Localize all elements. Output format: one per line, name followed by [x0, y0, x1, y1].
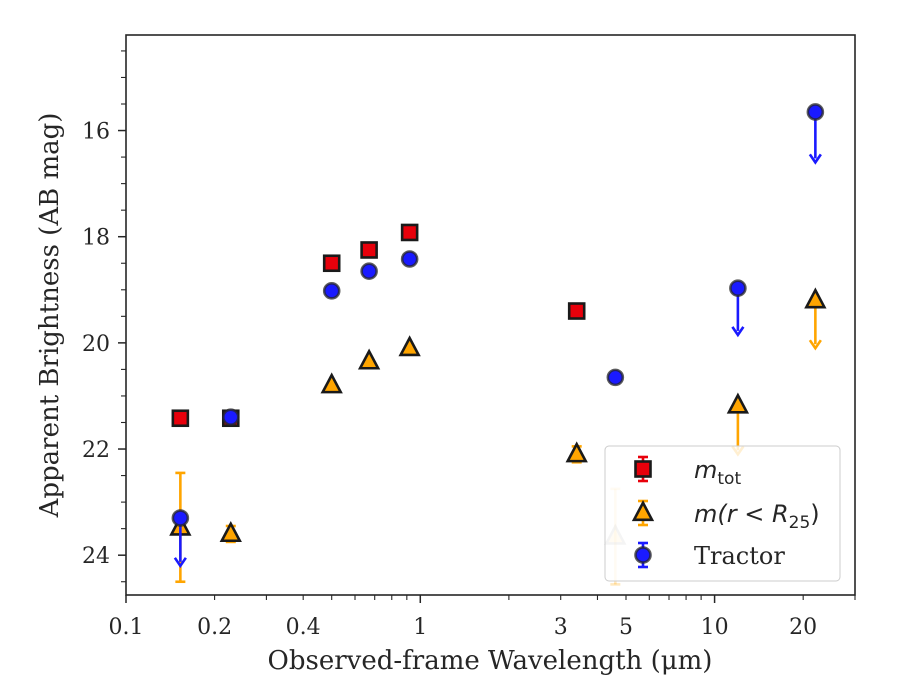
data-point — [729, 279, 747, 297]
series-0 — [171, 223, 586, 428]
plot-frame — [125, 34, 856, 596]
y-tick-label: 18 — [82, 226, 110, 251]
data-point — [360, 262, 378, 281]
legend-box — [604, 445, 841, 582]
data-point — [221, 408, 240, 426]
data-point — [360, 241, 378, 259]
x-tick-label: 0.1 — [109, 615, 144, 640]
x-axis-label: Observed-frame Wavelength (μm) — [268, 646, 713, 676]
y-axis: 16 18 20 22 24 — [82, 50, 126, 583]
data-point — [398, 335, 421, 357]
legend-label: Tractor — [694, 542, 785, 570]
legend-label: mtot — [694, 456, 741, 489]
data-point — [357, 348, 381, 370]
y-tick-label: 24 — [82, 544, 110, 569]
data-point — [219, 520, 242, 543]
data-point — [726, 392, 750, 414]
data-point — [565, 441, 588, 463]
legend-marker — [634, 546, 652, 564]
upper-limit-arrowhead — [173, 557, 187, 569]
data-point — [400, 250, 419, 268]
data-point — [171, 409, 190, 428]
y-tick-label: 22 — [82, 438, 110, 463]
upper-limit-arrowhead — [808, 339, 822, 351]
series-1 — [169, 287, 827, 586]
legend-marker — [631, 500, 655, 522]
data-point — [320, 372, 343, 394]
y-axis-label: Apparent Brightness (AB mag) — [35, 113, 65, 519]
upper-limit-arrowhead — [731, 326, 745, 338]
data-point — [804, 287, 827, 309]
data-point — [322, 254, 341, 273]
y-tick-label: 20 — [82, 332, 110, 357]
x-tick-label: 5 — [619, 615, 633, 640]
legend-marker — [634, 460, 652, 478]
plot-area — [169, 103, 827, 586]
legend: mtot m(r < R25) Tractor — [604, 445, 841, 582]
data-point — [400, 223, 419, 242]
legend-label: m(r < R25) — [694, 500, 820, 533]
x-axis: 0.1 0.2 0.4 1 3 5 10 20 — [109, 595, 856, 640]
upper-limit-arrowhead — [808, 153, 822, 165]
data-point — [322, 282, 341, 300]
y-tick-label: 16 — [82, 120, 110, 145]
x-tick-label: 1 — [413, 615, 427, 640]
x-tick-label: 3 — [554, 615, 568, 640]
x-tick-label: 0.2 — [197, 615, 232, 640]
series-2 — [171, 103, 825, 569]
x-tick-label: 0.4 — [286, 615, 321, 640]
data-point — [806, 103, 825, 121]
x-tick-label: 20 — [789, 615, 817, 640]
data-point — [171, 509, 190, 527]
data-point — [567, 302, 586, 320]
x-tick-label: 10 — [701, 615, 729, 640]
data-point — [606, 368, 625, 387]
